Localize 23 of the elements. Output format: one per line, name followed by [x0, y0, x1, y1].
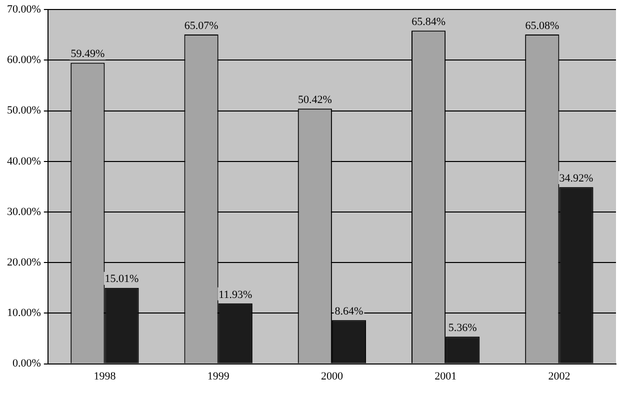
data-label: 34.92%	[559, 172, 594, 184]
x-tick-label: 2000	[320, 370, 344, 382]
y-tick-label: 20.00%	[6, 256, 41, 268]
y-tick-label: 50.00%	[6, 104, 41, 117]
x-tick-label: 1999	[207, 370, 230, 382]
y-tick-label: 60.00%	[6, 54, 41, 66]
y-tick-label: 40.00%	[6, 155, 41, 168]
y-tick-label: 0.00%	[12, 358, 41, 370]
x-tick-label: 2002	[548, 370, 570, 382]
data-label: 65.07%	[184, 20, 218, 32]
y-tick-label: 30.00%	[6, 206, 41, 218]
data-label: 8.64%	[334, 305, 364, 318]
data-label: 5.36%	[448, 322, 477, 334]
y-tick-label: 70.00%	[6, 3, 41, 16]
x-tick-label: 2001	[434, 370, 457, 382]
y-tick-label: 10.00%	[6, 307, 41, 320]
data-label: 65.84%	[412, 16, 446, 28]
x-tick-label: 1998	[94, 370, 116, 382]
data-label: 15.01%	[104, 273, 139, 286]
data-label: 50.42%	[298, 94, 332, 106]
data-label: 59.49%	[70, 48, 105, 60]
data-label: 65.08%	[525, 20, 560, 32]
data-label: 11.93%	[218, 288, 252, 301]
